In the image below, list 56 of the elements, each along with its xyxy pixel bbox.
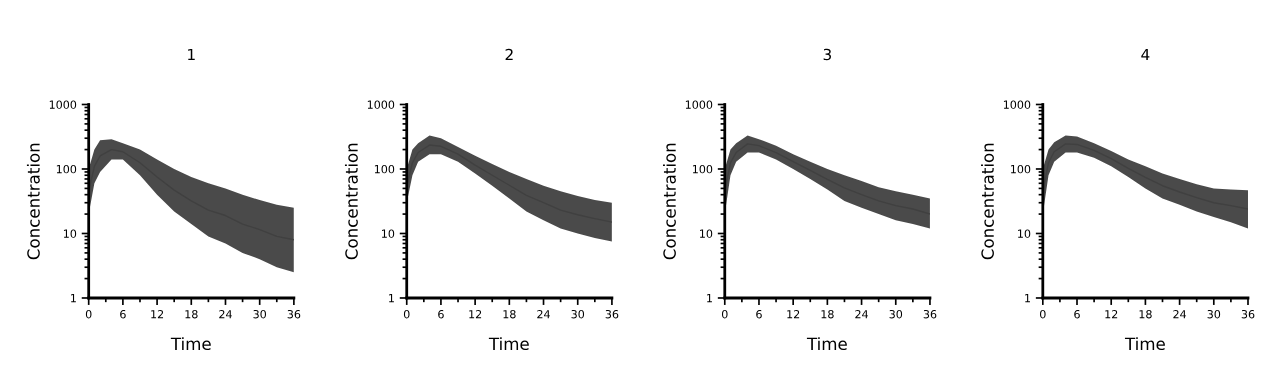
x-tick-label: 30	[571, 309, 585, 319]
x-tick-label: 6	[1074, 309, 1080, 319]
x-tick-label: 24	[1173, 309, 1187, 319]
x-tick-label: 6	[756, 309, 762, 319]
x-tick-label: 12	[787, 309, 800, 319]
x-tick-label: 6	[120, 309, 126, 319]
y-tick-label: 100	[374, 164, 395, 174]
x-tick-label: 12	[1105, 309, 1118, 319]
y-axis-title: Concentration	[663, 143, 676, 260]
chart-title: 1	[188, 48, 195, 61]
x-axis-title: Time	[488, 337, 529, 351]
y-tick-label: 100	[1011, 164, 1031, 174]
y-tick-label: 1	[389, 294, 394, 303]
y-tick-label: 10	[63, 229, 77, 238]
x-tick-label: 30	[253, 309, 267, 319]
x-tick-label: 0	[721, 309, 728, 319]
x-tick-label: 18	[503, 309, 516, 319]
x-tick-label: 36	[1241, 309, 1255, 319]
x-tick-label: 36	[923, 309, 937, 319]
x-tick-label: 0	[403, 309, 410, 319]
x-tick-label: 18	[1139, 309, 1152, 319]
y-tick-label: 1000	[1003, 100, 1031, 109]
y-tick-label: 100	[56, 164, 77, 174]
x-tick-label: 24	[855, 309, 869, 319]
y-tick-label: 1	[71, 294, 76, 303]
y-axis-title: Concentration	[344, 143, 358, 260]
y-tick-label: 10	[382, 229, 395, 238]
chart-title: 2	[505, 48, 513, 61]
x-axis-title: Time	[1124, 337, 1165, 351]
x-tick-label: 36	[605, 309, 619, 319]
x-tick-label: 18	[185, 309, 198, 319]
x-axis-title: Time	[170, 337, 211, 351]
x-tick-label: 12	[151, 309, 164, 319]
y-tick-label: 10	[700, 229, 713, 238]
x-tick-label: 12	[469, 309, 482, 319]
x-tick-label: 24	[219, 309, 232, 319]
y-tick-label: 1	[1025, 294, 1030, 303]
x-axis-title: Time	[806, 337, 847, 351]
x-tick-label: 0	[1040, 309, 1046, 319]
x-tick-label: 30	[889, 309, 903, 319]
chart-title: 3	[823, 48, 831, 61]
x-tick-label: 36	[287, 309, 301, 319]
x-tick-label: 18	[821, 309, 834, 319]
y-tick-label: 100	[692, 164, 713, 174]
x-tick-label: 30	[1207, 309, 1221, 319]
y-axis-title: Concentration	[26, 143, 40, 260]
x-tick-label: 24	[537, 309, 550, 319]
y-tick-label: 1000	[367, 100, 395, 109]
y-tick-label: 1000	[49, 100, 77, 109]
y-axis-title: Concentration	[981, 143, 994, 260]
y-tick-label: 1	[707, 294, 712, 303]
y-tick-label: 10	[1018, 229, 1031, 238]
x-tick-label: 6	[438, 309, 444, 319]
chart-title: 4	[1141, 48, 1150, 61]
x-tick-label: 0	[85, 309, 92, 319]
y-tick-label: 1000	[685, 100, 713, 109]
